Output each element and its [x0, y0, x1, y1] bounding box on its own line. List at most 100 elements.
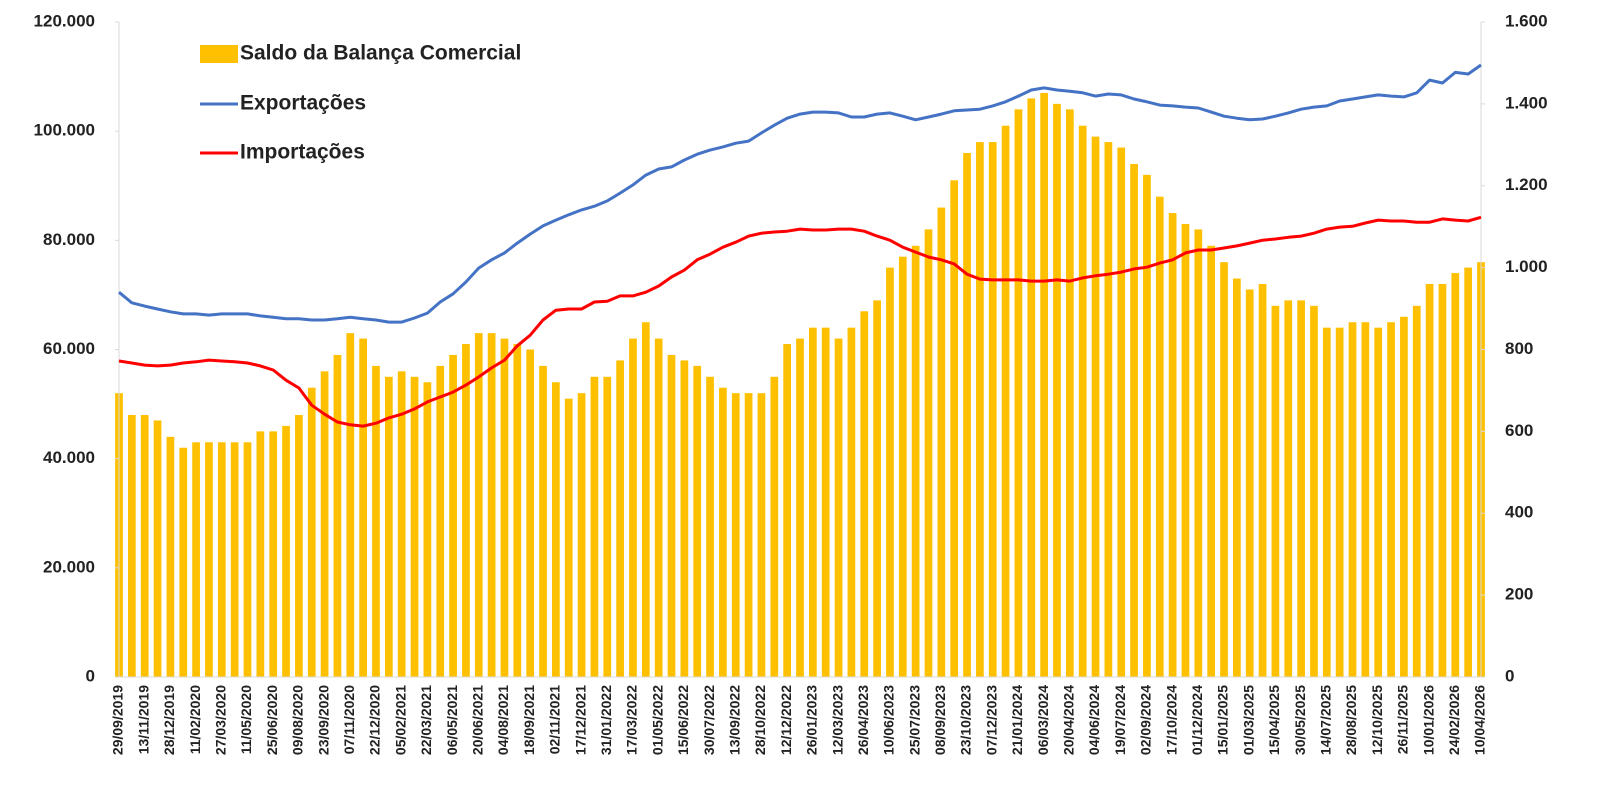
x-tick-label: 05/02/2021	[392, 685, 408, 755]
bar	[706, 376, 714, 677]
bar	[1310, 305, 1318, 677]
y2-tick-label: 200	[1505, 585, 1533, 604]
x-tick-label: 26/01/2023	[804, 685, 820, 755]
bar	[1438, 284, 1447, 677]
bar	[1040, 92, 1048, 678]
bar	[757, 393, 766, 677]
x-tick-label: 11/02/2020	[187, 685, 203, 755]
bar	[1220, 262, 1228, 677]
bar	[963, 153, 971, 677]
bar	[346, 333, 355, 677]
bar	[1348, 322, 1357, 677]
bar	[526, 349, 535, 677]
x-tick-label: 06/03/2024	[1035, 685, 1051, 755]
bar	[372, 365, 380, 677]
legend-label: Saldo da Balança Comercial	[240, 42, 521, 65]
x-tick-label: 25/07/2023	[906, 685, 922, 755]
x-tick-label: 10/01/2026	[1420, 685, 1436, 755]
y-tick-label: 80.000	[43, 230, 95, 249]
x-tick-label: 28/10/2022	[752, 685, 768, 755]
bar	[230, 442, 239, 677]
line	[118, 63, 1482, 324]
bar	[1027, 98, 1036, 677]
bar	[924, 229, 933, 677]
bar	[719, 387, 727, 677]
bar	[1053, 103, 1061, 677]
bar	[1143, 174, 1151, 678]
bar	[1374, 327, 1383, 677]
bar	[847, 327, 856, 677]
legend-label: Importações	[240, 141, 365, 164]
y2-tick-label: 0	[1505, 666, 1514, 685]
bar	[1412, 305, 1421, 677]
bar	[693, 365, 702, 677]
bar	[1014, 109, 1023, 678]
bar	[359, 338, 367, 677]
x-tick-label: 09/08/2020	[290, 685, 306, 755]
bar	[1335, 327, 1344, 677]
bar	[269, 431, 278, 677]
bar	[282, 425, 290, 677]
x-tick-label: 19/07/2024	[1112, 685, 1128, 755]
bar	[320, 371, 329, 677]
x-tick-label: 15/04/2025	[1266, 685, 1282, 755]
line	[118, 215, 1482, 428]
bar	[1194, 229, 1203, 677]
x-tick-label: 17/10/2024	[1163, 685, 1179, 755]
bar	[808, 327, 817, 677]
x-tick-label: 07/12/2023	[983, 685, 999, 755]
bar	[950, 180, 959, 677]
bar	[590, 376, 599, 677]
x-tick-label: 14/07/2025	[1318, 685, 1334, 755]
bar	[1155, 196, 1164, 677]
y-tick-label: 20.000	[43, 557, 95, 576]
bar	[1245, 289, 1254, 677]
bar	[898, 256, 907, 677]
x-tick-label: 13/09/2022	[726, 685, 742, 755]
bar	[641, 322, 650, 677]
bar	[1130, 163, 1138, 677]
x-tick-label: 17/12/2021	[572, 685, 588, 755]
x-tick-label: 08/09/2023	[932, 685, 948, 755]
y-tick-label: 0	[86, 666, 95, 685]
y2-tick-label: 600	[1505, 421, 1533, 440]
bar	[744, 393, 753, 677]
bar	[1117, 147, 1126, 677]
bar	[564, 398, 573, 677]
bar	[796, 338, 804, 677]
y2-tick-label: 1.400	[1505, 93, 1548, 112]
bar	[731, 393, 740, 677]
x-tick-label: 01/03/2025	[1240, 685, 1256, 755]
bar	[1233, 278, 1241, 677]
x-tick-label: 10/06/2023	[881, 685, 897, 755]
bar	[1207, 245, 1216, 677]
bar	[667, 354, 676, 677]
x-tick-label: 26/04/2023	[855, 685, 871, 755]
x-tick-label: 04/06/2024	[1086, 685, 1102, 755]
x-tick-label: 27/03/2020	[212, 685, 228, 755]
x-tick-label: 21/01/2024	[1009, 685, 1025, 755]
bar	[1168, 213, 1177, 677]
bar	[179, 447, 188, 677]
x-tick-label: 17/03/2022	[624, 685, 640, 755]
x-tick-label: 29/09/2019	[110, 685, 126, 755]
x-tick-label: 23/09/2020	[315, 685, 331, 755]
bar	[603, 376, 612, 677]
x-tick-label: 26/11/2025	[1395, 685, 1411, 755]
bar	[1387, 322, 1395, 677]
x-tick-label: 30/05/2025	[1292, 685, 1308, 755]
bar	[295, 415, 303, 677]
bar	[1451, 273, 1460, 677]
bar	[937, 207, 946, 678]
x-tick-label: 24/02/2026	[1446, 685, 1462, 755]
x-tick-label: 06/05/2021	[444, 685, 460, 755]
bar	[1001, 125, 1010, 678]
y2-tick-label: 1.600	[1505, 11, 1548, 30]
bar	[886, 267, 894, 677]
legend-label: Exportações	[240, 92, 366, 115]
bar	[770, 376, 779, 677]
bar	[127, 415, 136, 677]
x-tick-label: 15/01/2025	[1215, 685, 1231, 755]
bar	[1091, 136, 1100, 677]
